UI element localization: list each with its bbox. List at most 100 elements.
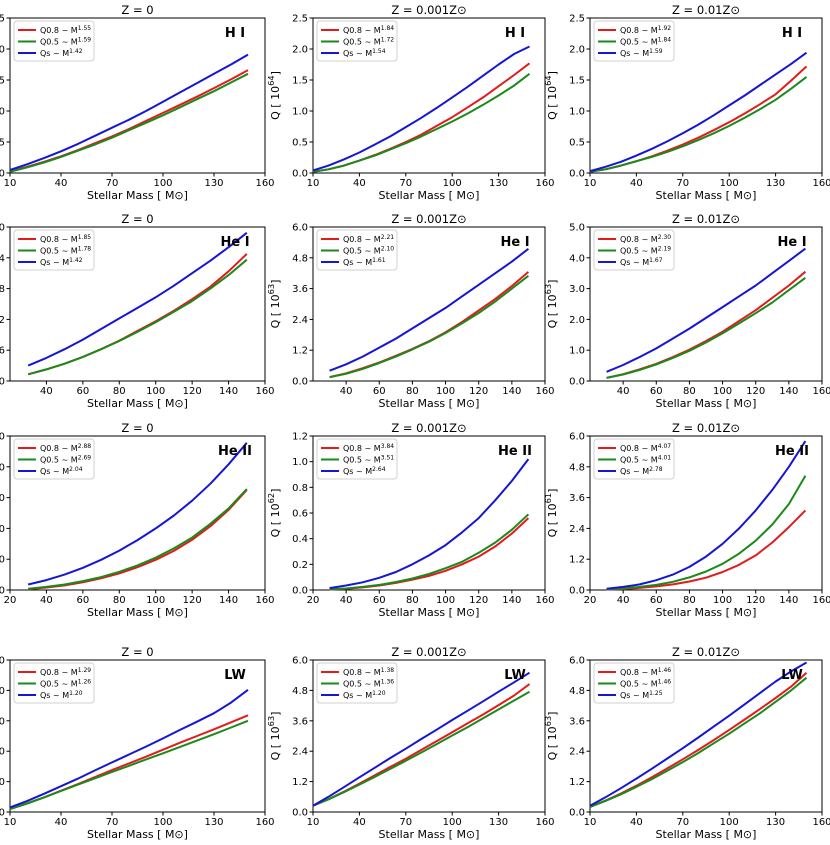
legend-label: Q0.8 ~ M4.07: [620, 443, 671, 454]
y-tick-label: 1.6: [0, 346, 5, 357]
x-tick-label: 130: [489, 178, 508, 189]
x-tick-label: 160: [812, 817, 830, 828]
x-tick-label: 160: [255, 178, 274, 189]
y-tick-label: 2.0: [0, 45, 5, 56]
panel-9: Z = 0 10 40 70 100 130 160 0.0 1.0 2.0 3.0 4.0 5.0 St…: [0, 645, 275, 841]
x-axis-label: Stellar Mass [ M⊙]: [379, 189, 480, 202]
series-line-1: [589, 76, 808, 173]
x-tick-label: 80: [683, 386, 696, 397]
plot-frame: [589, 659, 823, 813]
legend-label: Qs ~ M2.78: [620, 466, 663, 477]
x-tick-label: 70: [399, 178, 412, 189]
legend-label: Q0.5 ~ M1.59: [40, 36, 91, 47]
x-tick-label: 120: [469, 386, 488, 397]
y-tick-label: 1.2: [292, 432, 308, 443]
y-tick-label: 1.2: [569, 777, 585, 788]
x-axis-label: Stellar Mass [ M⊙]: [379, 828, 480, 841]
series-line-2: [27, 442, 248, 586]
series-line-2: [312, 45, 530, 172]
ion-label: H I: [225, 26, 245, 41]
y-tick-label: 1.2: [292, 777, 308, 788]
ion-label: He II: [218, 444, 252, 459]
x-tick-label: 40: [630, 178, 643, 189]
y-axis-label: Q [ 1063]: [543, 280, 559, 329]
x-tick-label: 20: [307, 595, 320, 606]
x-axis-label: Stellar Mass [ M⊙]: [87, 606, 188, 619]
x-axis-label: Stellar Mass [ M⊙]: [87, 189, 188, 202]
series-line-2: [589, 51, 808, 173]
y-tick-label: 2.4: [292, 747, 308, 758]
y-axis-label: Q [ 1064]: [543, 71, 559, 120]
legend-label: Q0.5 ~ M1.72: [343, 36, 394, 47]
y-tick-label: 0.0: [292, 808, 308, 819]
series-line-0: [606, 270, 807, 379]
y-tick-label: 6.0: [292, 656, 308, 667]
ion-label: He II: [775, 444, 809, 459]
x-tick-label: 80: [113, 595, 126, 606]
series-line-2: [27, 232, 248, 367]
legend-label: Q0.5 ~ M2.69: [40, 454, 91, 465]
x-tick-label: 80: [683, 595, 696, 606]
x-tick-label: 140: [502, 386, 521, 397]
y-tick-label: 0.0: [569, 586, 585, 597]
x-tick-label: 60: [373, 386, 386, 397]
y-tick-label: 4.8: [292, 253, 308, 264]
panel-title: Z = 0.01Z⊙: [672, 645, 740, 659]
y-tick-label: 0.0: [0, 808, 5, 819]
panel-title: Z = 0.001Z⊙: [391, 645, 466, 659]
y-tick-label: 2.5: [292, 14, 308, 25]
plot-frame: [312, 17, 546, 174]
panel-title: Z = 0.01Z⊙: [672, 212, 740, 226]
panel-2: Z = 0.01Z⊙ 10 40 70 100 130 160 0.0 0.5 1.0 1.5 2.0…: [543, 3, 830, 202]
legend-label: Q0.8 ~ M3.84: [343, 443, 394, 454]
x-tick-label: 120: [746, 595, 765, 606]
x-tick-label: 40: [55, 817, 68, 828]
legend-label: Qs ~ M1.20: [40, 690, 83, 701]
series-line-1: [9, 719, 249, 810]
y-tick-label: 2.0: [0, 747, 5, 758]
legend-label: Qs ~ M1.67: [620, 257, 663, 268]
y-tick-label: 1.5: [0, 76, 5, 87]
y-tick-label: 3.6: [569, 716, 585, 727]
y-tick-label: 6.0: [292, 223, 308, 234]
x-tick-label: 130: [489, 817, 508, 828]
x-tick-label: 160: [535, 386, 554, 397]
panel-title: Z = 0.001Z⊙: [391, 421, 466, 435]
y-tick-label: 8.0: [0, 223, 5, 234]
x-tick-label: 60: [373, 595, 386, 606]
y-tick-label: 3.6: [292, 284, 308, 295]
y-tick-label: 0.6: [292, 509, 308, 520]
panel-title: Z = 0: [121, 3, 153, 17]
x-tick-label: 100: [153, 817, 172, 828]
ion-label: H I: [505, 26, 525, 41]
x-tick-label: 100: [153, 178, 172, 189]
y-tick-label: 1.2: [292, 346, 308, 357]
y-tick-label: 3.0: [569, 284, 585, 295]
legend-label: Q0.8 ~ M2.21: [343, 234, 394, 245]
ion-label: H I: [782, 26, 802, 41]
x-tick-label: 160: [255, 595, 274, 606]
panel-7: Z = 0.001Z⊙ 20 40 60 80 100 120 140 160 0.0 0.2 0.4…: [266, 421, 555, 619]
y-tick-label: 6.0: [569, 432, 585, 443]
x-axis-label: Stellar Mass [ M⊙]: [656, 397, 757, 410]
x-tick-label: 160: [255, 817, 274, 828]
legend-label: Q0.5 ~ M4.01: [620, 454, 671, 465]
x-tick-label: 160: [535, 178, 554, 189]
y-tick-label: 0.5: [569, 138, 585, 149]
x-tick-label: 80: [406, 595, 419, 606]
y-tick-label: 0.0: [0, 169, 5, 180]
x-tick-label: 40: [353, 178, 366, 189]
x-axis-label: Stellar Mass [ M⊙]: [379, 606, 480, 619]
x-tick-label: 140: [502, 595, 521, 606]
x-tick-label: 120: [469, 595, 488, 606]
x-axis-label: Stellar Mass [ M⊙]: [87, 828, 188, 841]
y-tick-label: 0.0: [0, 586, 5, 597]
x-tick-label: 40: [630, 817, 643, 828]
legend-label: Qs ~ M1.25: [620, 690, 663, 701]
y-tick-label: 4.8: [0, 284, 5, 295]
x-tick-label: 100: [713, 595, 732, 606]
x-tick-label: 100: [436, 386, 455, 397]
y-tick-label: 0.0: [292, 169, 308, 180]
x-tick-label: 40: [55, 178, 68, 189]
